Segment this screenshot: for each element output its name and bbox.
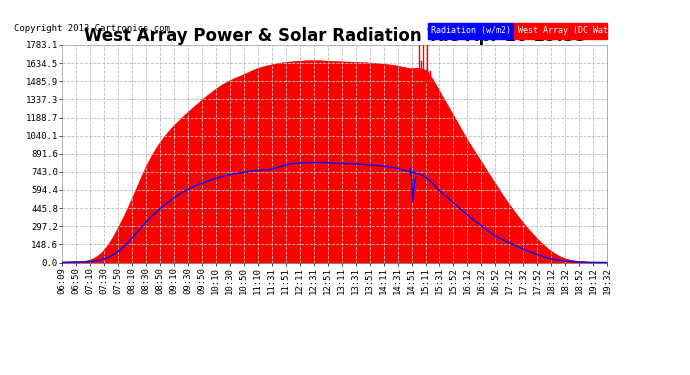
Text: West Array (DC Watts): West Array (DC Watts) [518, 26, 622, 36]
Title: West Array Power & Solar Radiation Tue Apr 16 19:35: West Array Power & Solar Radiation Tue A… [83, 27, 586, 45]
Text: Copyright 2013 Cartronics.com: Copyright 2013 Cartronics.com [14, 24, 170, 33]
Text: Radiation (w/m2): Radiation (w/m2) [431, 26, 511, 36]
Bar [428, 22, 514, 39]
Bar [514, 22, 607, 39]
